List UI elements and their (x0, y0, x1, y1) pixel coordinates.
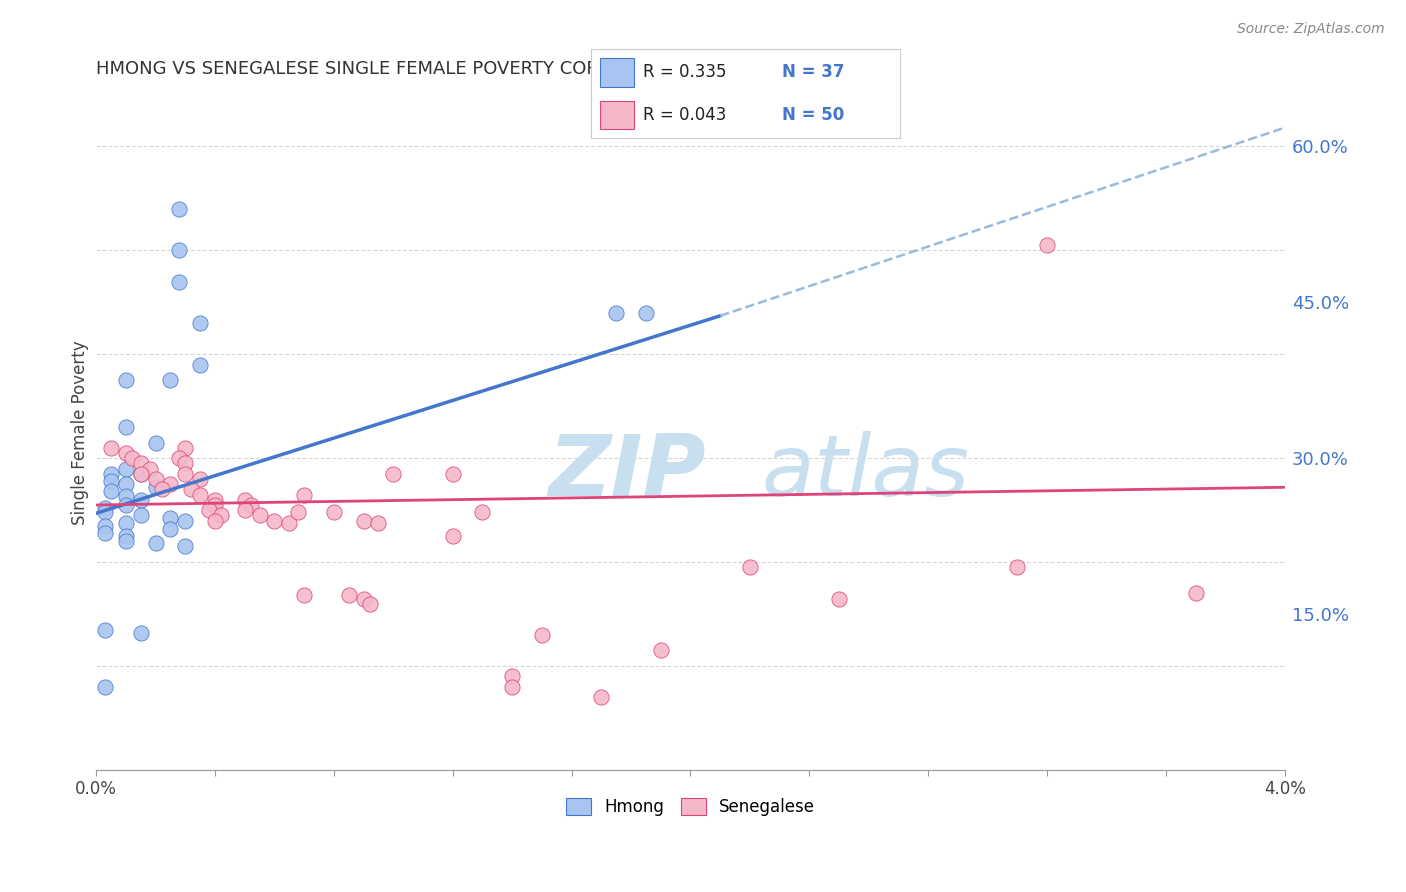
Point (292, 487, 315, 501)
Point (322, 505, 344, 519)
Y-axis label: Single Female Poverty: Single Female Poverty (72, 340, 89, 524)
Point (501, 669, 523, 683)
Point (188, 358, 211, 372)
Point (159, 522, 181, 536)
Point (1036, 238, 1059, 252)
Point (145, 435, 167, 450)
Point (100, 441, 122, 455)
Point (159, 373, 181, 387)
Point (121, 451, 143, 466)
Point (115, 373, 138, 387)
Point (233, 503, 256, 517)
Point (145, 480, 167, 494)
Text: N = 37: N = 37 (782, 63, 845, 81)
Point (738, 560, 761, 574)
Point (138, 461, 160, 475)
Text: R = 0.043: R = 0.043 (643, 106, 727, 124)
Point (471, 505, 494, 519)
Point (353, 514, 375, 528)
Point (209, 508, 232, 523)
Point (249, 508, 271, 523)
Point (150, 483, 173, 497)
Point (169, 275, 191, 289)
Point (94, 505, 117, 519)
Point (169, 244, 191, 258)
Point (530, 628, 553, 642)
Text: R = 0.335: R = 0.335 (643, 63, 727, 81)
Point (169, 202, 191, 216)
Text: atlas: atlas (762, 431, 970, 515)
Point (174, 457, 197, 471)
Point (1007, 560, 1029, 574)
Point (129, 457, 152, 471)
Point (359, 597, 381, 611)
Point (634, 306, 657, 320)
Point (233, 492, 256, 507)
Point (591, 690, 613, 705)
Point (145, 472, 167, 486)
Point (501, 680, 523, 694)
Point (239, 498, 262, 512)
Point (94, 501, 117, 516)
Point (174, 539, 197, 553)
Point (337, 588, 360, 602)
Point (180, 483, 202, 497)
Point (94, 623, 117, 637)
Point (263, 514, 285, 528)
Text: N = 50: N = 50 (782, 106, 845, 124)
Point (94, 526, 117, 541)
Point (115, 461, 138, 475)
Point (94, 680, 117, 694)
Point (204, 492, 226, 507)
Point (115, 446, 138, 460)
Point (129, 508, 152, 523)
Point (174, 514, 197, 528)
Point (115, 420, 138, 434)
Point (382, 467, 405, 481)
Point (159, 511, 181, 525)
Point (115, 534, 138, 549)
Point (198, 503, 221, 517)
Point (1184, 586, 1206, 600)
Point (169, 451, 191, 466)
Text: Source: ZipAtlas.com: Source: ZipAtlas.com (1237, 22, 1385, 37)
Point (204, 498, 226, 512)
Point (204, 514, 226, 528)
Point (650, 643, 672, 657)
Point (129, 467, 152, 481)
Point (353, 591, 375, 606)
Bar (600, 101, 634, 129)
Point (115, 477, 138, 491)
Point (100, 474, 122, 488)
Point (100, 484, 122, 499)
Point (188, 487, 211, 501)
Point (605, 306, 627, 320)
Point (129, 625, 152, 640)
Point (115, 516, 138, 530)
Point (115, 529, 138, 543)
Point (441, 467, 464, 481)
Point (129, 492, 152, 507)
Point (828, 591, 851, 606)
Text: HMONG VS SENEGALESE SINGLE FEMALE POVERTY CORRELATION CHART: HMONG VS SENEGALESE SINGLE FEMALE POVERT… (96, 60, 755, 78)
Point (367, 516, 389, 530)
Point (145, 536, 167, 550)
Point (100, 467, 122, 481)
Point (278, 516, 301, 530)
Point (441, 529, 464, 543)
Point (188, 472, 211, 486)
Point (159, 477, 181, 491)
Point (292, 588, 315, 602)
Point (115, 498, 138, 512)
Point (129, 467, 152, 481)
Point (188, 316, 211, 330)
Point (174, 467, 197, 481)
Bar (600, 58, 634, 87)
Legend: Hmong, Senegalese: Hmong, Senegalese (560, 791, 821, 822)
Point (174, 441, 197, 455)
Point (94, 518, 117, 533)
Point (287, 505, 309, 519)
Point (115, 489, 138, 503)
Text: ZIP: ZIP (548, 431, 706, 515)
